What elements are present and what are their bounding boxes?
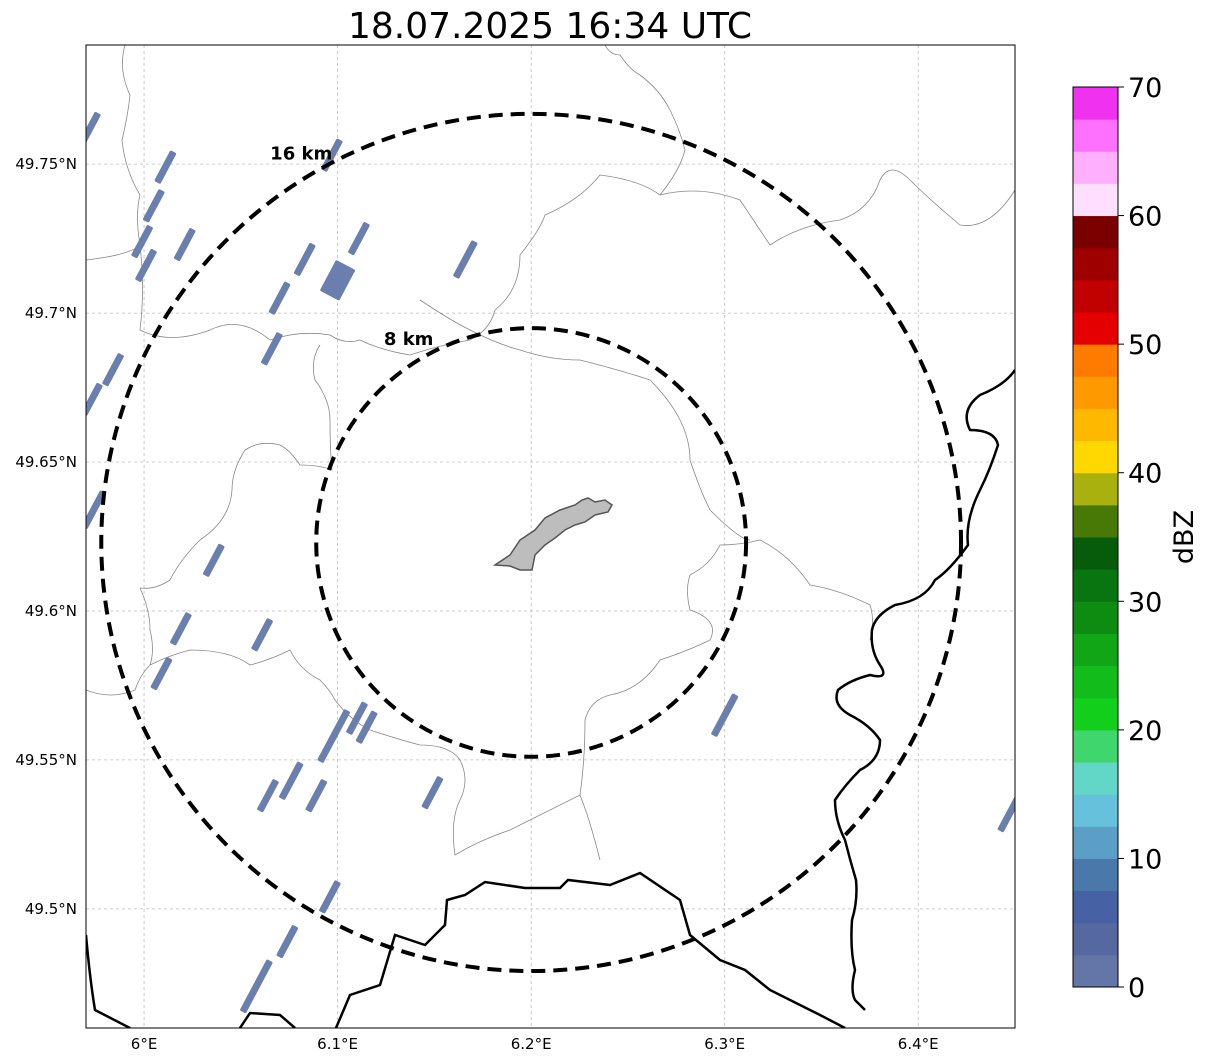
- colorbar-tick-label: 20: [1128, 716, 1162, 747]
- colorbar-tick-label: 0: [1128, 973, 1145, 1004]
- colorbar-segment: [1073, 729, 1118, 763]
- colorbar-tick-label: 50: [1128, 330, 1162, 361]
- municipal-borders: [86, 45, 1015, 861]
- radar-echo: [150, 657, 173, 691]
- radar-echo: [711, 693, 739, 737]
- x-tick-label: 6.4°E: [898, 1035, 939, 1053]
- radar-echo: [154, 150, 177, 184]
- radar-echo: [135, 248, 157, 282]
- national-border: [86, 369, 1015, 1028]
- colorbar-segment: [1073, 504, 1118, 538]
- radar-echo: [173, 228, 196, 262]
- colorbar-segment: [1073, 440, 1118, 474]
- colorbar-segment: [1073, 954, 1118, 988]
- colorbar-segment: [1073, 119, 1118, 152]
- range-ring-16km: [99, 111, 964, 974]
- radar-echo: [317, 709, 350, 763]
- radar-echo: [143, 189, 165, 223]
- radar-echo: [346, 701, 368, 735]
- map-area: 8 km 16 km: [86, 45, 1015, 1028]
- colorbar-segment: [1073, 151, 1118, 184]
- radar-echo: [305, 779, 328, 813]
- radar-echo: [279, 761, 304, 800]
- radar-echo: [257, 779, 279, 813]
- radar-echo: [348, 222, 370, 256]
- colorbar-segment: [1073, 408, 1118, 442]
- colorbar-tick-label: 70: [1128, 73, 1162, 104]
- range-rings: 8 km 16 km: [99, 111, 964, 974]
- colorbar-segment: [1073, 312, 1118, 345]
- radar-echo: [86, 111, 101, 145]
- colorbar-segment: [1073, 87, 1118, 120]
- colorbar-segment: [1073, 922, 1118, 956]
- radar-echo: [251, 618, 273, 652]
- colorbar-segment: [1073, 215, 1118, 249]
- radar-echo: [131, 225, 153, 259]
- city-outline: [492, 497, 613, 571]
- map-gridlines: [86, 45, 1015, 1028]
- colorbar-segment: [1073, 890, 1118, 924]
- colorbar-segment: [1073, 183, 1118, 217]
- colorbar-segment: [1073, 537, 1118, 570]
- colorbar-segment: [1073, 794, 1118, 827]
- radar-echo: [293, 242, 316, 276]
- radar-echo: [261, 332, 283, 366]
- colorbar-frame: [1072, 86, 1119, 988]
- range-ring-label: 8 km: [384, 329, 434, 350]
- radar-echo: [202, 543, 225, 577]
- y-tick-label: 49.75°N: [15, 155, 77, 173]
- colorbar-segment: [1073, 633, 1118, 667]
- x-tick-label: 6.1°E: [317, 1035, 358, 1053]
- colorbar-segment: [1073, 858, 1118, 892]
- colorbar: 0 10 20 30 40 50 60 70 dBZ: [1072, 73, 1200, 1004]
- radar-echoes: [86, 111, 1015, 1014]
- x-tick-label: 6.3°E: [704, 1035, 745, 1053]
- colorbar-segment: [1073, 247, 1118, 281]
- radar-echo: [319, 880, 341, 914]
- radar-echo: [268, 281, 291, 315]
- y-tick-label: 49.5°N: [25, 900, 77, 918]
- colorbar-tick-label: 60: [1128, 202, 1162, 233]
- figure-title: 18.07.2025 16:34 UTC: [348, 6, 752, 47]
- range-ring-label: 16 km: [270, 143, 332, 164]
- colorbar-segment: [1073, 344, 1118, 377]
- radar-echo: [453, 240, 478, 279]
- y-tick-label: 49.7°N: [25, 304, 77, 322]
- radar-echo: [240, 959, 273, 1014]
- colorbar-segment: [1073, 665, 1118, 699]
- radar-echo: [421, 776, 444, 810]
- axis-ticks: 6°E 6.1°E 6.2°E 6.3°E 6.4°E 49.5°N 49.55°N 49.6…: [15, 155, 938, 1053]
- x-tick-label: 6°E: [131, 1035, 158, 1053]
- colorbar-segment: [1073, 601, 1118, 634]
- radar-echo: [102, 353, 124, 387]
- map-frame: [85, 44, 1016, 1029]
- y-tick-label: 49.55°N: [15, 751, 77, 769]
- colorbar-tick-label: 10: [1128, 844, 1162, 875]
- y-tick-label: 49.6°N: [25, 602, 77, 620]
- radar-echo: [170, 612, 192, 646]
- x-tick-label: 6.2°E: [511, 1035, 552, 1053]
- colorbar-segment: [1073, 826, 1118, 859]
- radar-echo: [276, 925, 299, 959]
- colorbar-segment: [1073, 376, 1118, 409]
- colorbar-tick-label: 30: [1128, 587, 1162, 618]
- radar-echo: [320, 260, 355, 301]
- colorbar-segment: [1073, 697, 1118, 731]
- colorbar-segment: [1073, 762, 1118, 795]
- y-tick-label: 49.65°N: [15, 453, 77, 471]
- colorbar-segment: [1073, 279, 1118, 313]
- radar-echo: [997, 788, 1015, 833]
- colorbar-label: dBZ: [1169, 510, 1200, 564]
- colorbar-segment: [1073, 472, 1118, 506]
- radar-echo: [355, 710, 378, 744]
- range-ring-8km: [314, 326, 749, 759]
- colorbar-tick-label: 40: [1128, 459, 1162, 490]
- colorbar-segment: [1073, 569, 1118, 602]
- radar-echo: [86, 490, 106, 529]
